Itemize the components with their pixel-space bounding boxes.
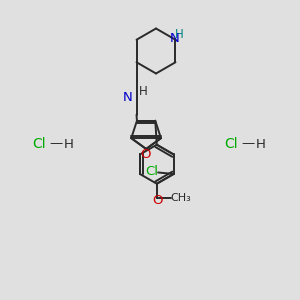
Text: H: H [175,28,184,41]
Text: H: H [139,85,148,98]
Text: Cl: Cl [224,137,238,151]
Text: N: N [170,32,180,45]
Text: O: O [152,194,163,207]
Text: H: H [256,137,266,151]
Text: N: N [123,91,133,104]
Text: O: O [140,148,151,161]
Text: CH₃: CH₃ [170,193,191,203]
Text: Cl: Cl [145,165,158,178]
Text: —: — [49,137,62,151]
Text: Cl: Cl [32,137,46,151]
Text: H: H [64,137,74,151]
Text: —: — [241,137,254,151]
